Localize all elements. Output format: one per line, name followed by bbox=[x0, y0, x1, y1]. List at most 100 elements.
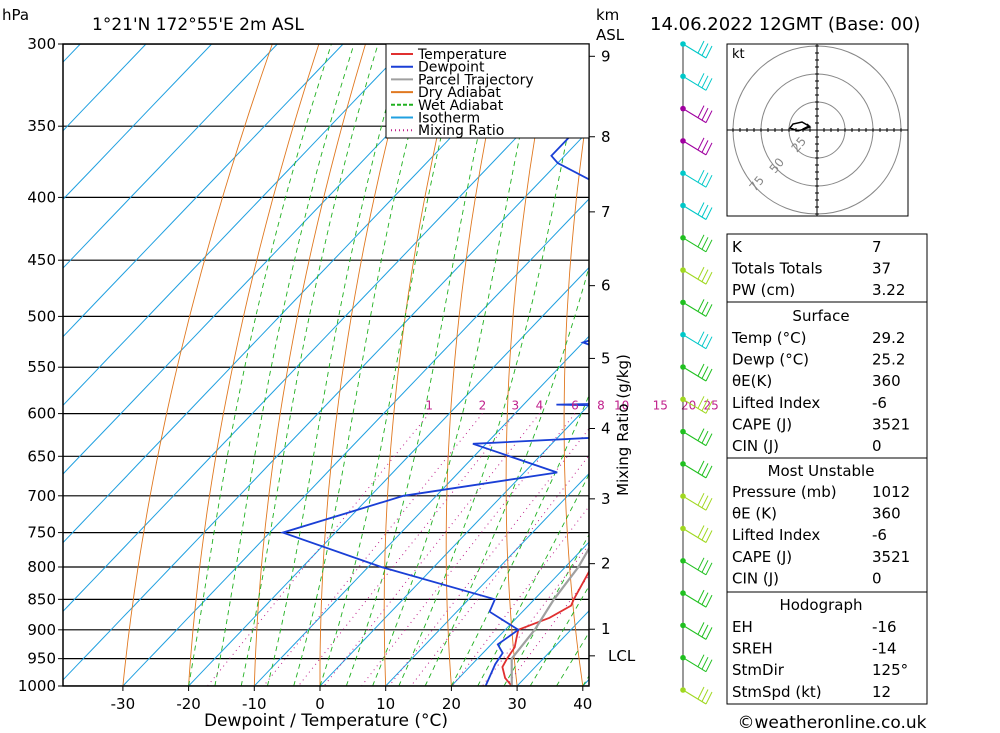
index-value: 360 bbox=[872, 372, 901, 390]
mixing-ratio-label: 15 bbox=[653, 399, 668, 413]
legend-label: Mixing Ratio bbox=[418, 123, 504, 139]
mixing-ratio-line bbox=[505, 574, 589, 686]
index-label: CIN (J) bbox=[732, 437, 779, 455]
dry-adiabat-line bbox=[675, 0, 715, 686]
wind-barb-flag bbox=[697, 557, 705, 571]
legend-label: Parcel Trajectory bbox=[418, 72, 534, 88]
wet-adiabat-line bbox=[319, 44, 465, 686]
index-tables: K 7 Totals Totals 37 PW (cm) 3.22 Surface Temp … bbox=[726, 233, 928, 705]
wet-adiabat-line bbox=[293, 44, 433, 686]
wind-barb-flag bbox=[705, 465, 713, 479]
index-value: 3.22 bbox=[872, 281, 905, 299]
mixing-ratio-label: 25 bbox=[704, 399, 719, 413]
index-value: 0 bbox=[872, 569, 882, 587]
pressure-tick-label: 850 bbox=[27, 590, 56, 608]
mixing-ratio-label: 1 bbox=[425, 399, 433, 413]
index-label: Lifted Index bbox=[732, 526, 820, 544]
index-label: Totals Totals bbox=[731, 260, 823, 278]
isotherm-line bbox=[253, 335, 589, 686]
wind-barb-staff bbox=[682, 205, 707, 220]
isotherm-line bbox=[0, 44, 15, 686]
index-label: CAPE (J) bbox=[732, 548, 792, 566]
wet-adiabat-line bbox=[398, 44, 587, 686]
wind-barb-flag bbox=[697, 363, 705, 377]
height-tick-label: 7 bbox=[601, 203, 611, 221]
pressure-tick-label: 450 bbox=[27, 251, 56, 269]
isotherm-line bbox=[63, 44, 147, 132]
lcl-label: LCL bbox=[608, 647, 636, 665]
wet-adiabat-line bbox=[477, 473, 589, 686]
hodograph-trace bbox=[788, 121, 812, 132]
isotherm-line bbox=[63, 44, 344, 338]
wind-barb-staff bbox=[682, 624, 707, 640]
pressure-tick-label: 400 bbox=[27, 188, 56, 206]
temperature-tick-label: 20 bbox=[442, 695, 461, 713]
pressure-tick-label: 650 bbox=[27, 447, 56, 465]
wind-barb-flag bbox=[701, 269, 709, 282]
wind-barb-flag bbox=[705, 110, 713, 123]
wind-barb-flag bbox=[705, 530, 713, 543]
wind-barb-flag bbox=[701, 107, 709, 121]
surface-title: Surface bbox=[792, 307, 849, 325]
temperature-tick-label: 10 bbox=[376, 695, 395, 713]
height-ref: ASL bbox=[596, 26, 625, 44]
mixing-ratio-label: 4 bbox=[536, 399, 544, 413]
temperature-tick-label: -10 bbox=[242, 695, 267, 713]
wet-adiabat-line bbox=[424, 265, 589, 686]
credit-text: ©weatheronline.co.uk bbox=[737, 713, 926, 733]
wind-barb-flag bbox=[701, 301, 709, 315]
index-label: Dewp (°C) bbox=[732, 351, 809, 369]
index-value: 360 bbox=[872, 505, 901, 523]
index-value: 12 bbox=[872, 683, 891, 701]
wind-barb-flag bbox=[701, 463, 709, 476]
wet-adiabat-line bbox=[450, 394, 589, 686]
isotherm-line bbox=[516, 610, 589, 686]
isotherm-line bbox=[63, 44, 475, 475]
wind-barb-flag bbox=[705, 691, 713, 705]
isotherm-line bbox=[63, 44, 410, 407]
wind-barb-staff bbox=[682, 269, 707, 285]
hodograph-unit: kt bbox=[732, 47, 745, 62]
wind-barb-flag bbox=[697, 137, 705, 151]
wind-barb-staff bbox=[682, 495, 707, 511]
index-value: 0 bbox=[872, 437, 882, 455]
wind-barb-flag bbox=[705, 207, 713, 220]
index-value: 37 bbox=[872, 260, 891, 278]
wet-adiabat-line bbox=[345, 44, 500, 686]
wind-barb-flag bbox=[701, 624, 709, 638]
wet-adiabat-line bbox=[529, 585, 589, 686]
wind-barb-staff bbox=[682, 592, 707, 608]
dewpoint-line bbox=[279, 115, 589, 686]
mixing-ratio-label: 8 bbox=[597, 399, 605, 413]
wind-barb-staff bbox=[682, 108, 707, 124]
wind-barb-flag bbox=[697, 492, 705, 506]
wind-barb-flag bbox=[697, 40, 705, 54]
wind-barb-flag bbox=[705, 497, 713, 511]
wind-barb-staff bbox=[682, 334, 707, 350]
temperature-tick-label: 0 bbox=[315, 695, 325, 713]
index-label: EH bbox=[732, 618, 753, 636]
wind-barb-staff bbox=[682, 301, 707, 317]
wind-barb-flag bbox=[697, 331, 705, 344]
most-unstable-box bbox=[726, 457, 928, 593]
pressure-tick-label: 500 bbox=[27, 307, 56, 325]
dry-adiabat-line bbox=[620, 0, 666, 686]
mixing-ratio-label: 2 bbox=[479, 399, 487, 413]
wind-barb-flag bbox=[697, 525, 705, 538]
index-label: CAPE (J) bbox=[732, 415, 792, 433]
mixing-ratio-label: 10 bbox=[614, 399, 629, 413]
wind-barb-staff bbox=[682, 463, 707, 479]
plot-frame bbox=[62, 43, 590, 687]
wind-barb-flag bbox=[701, 560, 709, 573]
wind-barb-staff bbox=[682, 140, 707, 156]
isotherm-line bbox=[385, 472, 589, 686]
index-label: Temp (°C) bbox=[731, 329, 806, 347]
wind-barb-flag bbox=[697, 622, 705, 635]
wind-barb-column bbox=[680, 40, 713, 705]
wind-barb-flag bbox=[697, 589, 705, 603]
dry-adiabat-line bbox=[319, 44, 413, 686]
index-label: StmSpd (kt) bbox=[732, 683, 822, 701]
pressure-tick-label: 900 bbox=[27, 621, 56, 639]
wet-adiabat-line bbox=[188, 44, 332, 686]
index-value: -6 bbox=[872, 526, 887, 544]
